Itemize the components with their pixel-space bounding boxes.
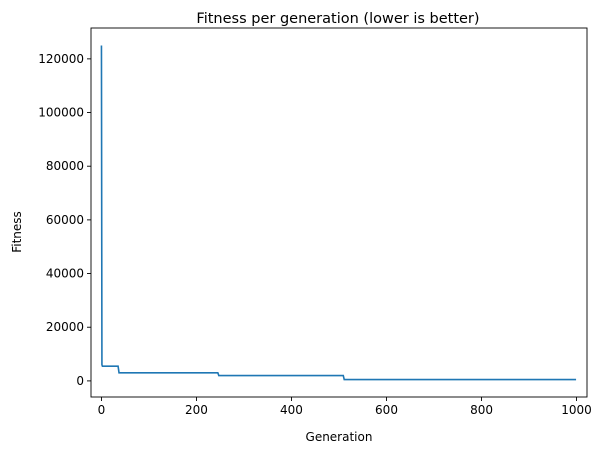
y-tick-label: 100000 (38, 106, 84, 120)
y-tick-label: 60000 (46, 213, 84, 227)
x-axis-ticks: 0 200 400 600 800 1000 (98, 397, 592, 417)
y-tick-label: 80000 (46, 159, 84, 173)
plot-frame (90, 27, 588, 398)
y-tick-label: 20000 (46, 320, 84, 334)
x-tick-label: 0 (98, 403, 106, 417)
x-tick-label: 800 (470, 403, 493, 417)
fitness-series-line (100, 45, 577, 381)
x-tick-label: 400 (280, 403, 303, 417)
y-tick-label: 0 (76, 374, 84, 388)
x-axis-label: Generation (306, 430, 373, 444)
y-tick-label: 120000 (38, 52, 84, 66)
y-axis-label: Fitness (10, 211, 24, 253)
chart-title: Fitness per generation (lower is better) (196, 11, 479, 27)
x-tick-label: 600 (375, 403, 398, 417)
x-tick-label: 1000 (561, 403, 592, 417)
x-tick-label: 200 (185, 403, 208, 417)
plot-area (90, 27, 588, 398)
y-tick-label: 40000 (46, 267, 84, 281)
y-axis-ticks: 0 20000 40000 60000 80000 100000 120000 (38, 52, 91, 388)
